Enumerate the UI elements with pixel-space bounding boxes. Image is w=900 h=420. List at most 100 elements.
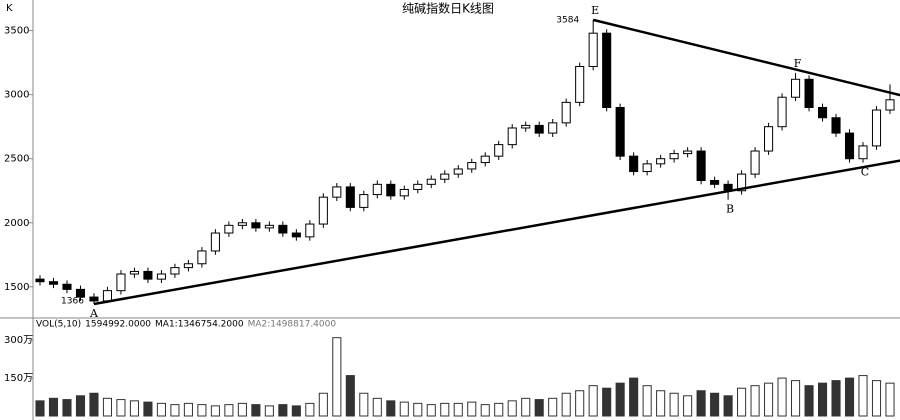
candle-body [35, 278, 45, 283]
y-tick-label: 300万 [4, 335, 33, 346]
annotation: B [726, 203, 734, 216]
volume-bar [750, 385, 760, 417]
trend-line [93, 159, 900, 306]
annotation: E [591, 4, 599, 17]
volume-bar [885, 382, 895, 417]
candle-body [318, 196, 328, 225]
candle-body [156, 273, 166, 280]
volume-bar [143, 401, 153, 417]
candle-body [143, 270, 153, 280]
candle-body [291, 232, 301, 238]
volume-bar [62, 399, 72, 417]
candle-body [75, 288, 86, 298]
candle-body [817, 106, 828, 119]
candle-body [305, 223, 315, 238]
candle-body [629, 155, 639, 173]
candle-body [102, 290, 113, 302]
candle-body [197, 250, 207, 265]
candle-body [871, 109, 882, 147]
volume-bar [831, 380, 841, 417]
y-tick-label: 2500 [4, 154, 29, 165]
volume-bar [251, 404, 261, 417]
volume-bar [170, 404, 180, 417]
volume-bar [521, 397, 531, 417]
volume-bar [440, 402, 450, 417]
candle-body [858, 145, 868, 160]
candle-body [129, 270, 139, 275]
volume-bar [656, 390, 666, 417]
candle-body [183, 263, 193, 269]
volume-bar [764, 382, 774, 417]
candle-body [737, 173, 747, 192]
candle-body [669, 153, 679, 160]
volume-bar [291, 405, 301, 417]
candle-body [656, 158, 666, 165]
candle-body [494, 144, 504, 157]
candle-body [696, 150, 706, 181]
y-tick-label: 3500 [4, 26, 29, 37]
chart-title: 纯碱指数日K线图 [402, 1, 494, 16]
volume-bar [413, 402, 423, 417]
candle-body [642, 163, 652, 173]
volume-bar [642, 385, 652, 417]
volume-bar [116, 399, 126, 417]
candle-body [844, 132, 855, 160]
candle-body [264, 224, 274, 229]
candle-body [588, 32, 598, 67]
volume-bar [332, 337, 342, 417]
candle-body [210, 232, 220, 252]
candle-body [480, 155, 490, 164]
candle-body [575, 65, 585, 103]
volume-bar [723, 395, 733, 417]
volume-bar [683, 395, 693, 417]
candle-body [48, 281, 59, 285]
candle-body [89, 296, 99, 302]
candle-body [62, 283, 72, 290]
candle-body [777, 96, 787, 128]
volume-bar [372, 397, 382, 417]
candle-body [548, 122, 558, 134]
volume-bar [494, 402, 504, 417]
volume-bar [737, 387, 747, 417]
volume-bar [534, 399, 544, 417]
volume-legend: VOL(5,10) [36, 320, 81, 330]
volume-bar [210, 405, 220, 417]
volume-bar [426, 404, 436, 417]
volume-bar [48, 397, 59, 417]
y-tick-label: 2000 [4, 218, 29, 229]
candle-body [561, 101, 571, 124]
volume-bar [386, 400, 396, 417]
volume-bar [844, 377, 855, 417]
candle-body [372, 183, 382, 196]
volume-bar [264, 405, 274, 417]
volume-bar [89, 392, 99, 417]
y-tick-label: 3000 [4, 90, 29, 101]
candle-body [332, 186, 342, 198]
candle-body [710, 179, 720, 185]
volume-bar [129, 400, 139, 417]
volume-bar [35, 400, 45, 417]
volume-bar [318, 392, 328, 417]
candle-body [359, 194, 369, 208]
volume-bar [858, 375, 868, 417]
volume-bar [669, 392, 679, 417]
volume-bar [710, 392, 720, 417]
unit-label: K [6, 3, 13, 14]
volume-legend: 1594992.0000 [85, 320, 151, 330]
candle-body [345, 186, 355, 208]
volume-bar [467, 401, 477, 417]
volume-bar [588, 385, 598, 417]
volume-legend: MA2:1498817.4000 [248, 320, 337, 330]
volume-bar [791, 380, 801, 417]
candle-body [764, 126, 774, 152]
volume-bar [561, 392, 571, 417]
candle-body [440, 173, 450, 180]
volume-bar [197, 404, 207, 417]
volume-bar [696, 390, 706, 417]
volume-bar [871, 380, 882, 417]
candle-body [831, 117, 841, 134]
y-tick-label: 1500 [4, 282, 29, 293]
candle-body [791, 78, 801, 98]
